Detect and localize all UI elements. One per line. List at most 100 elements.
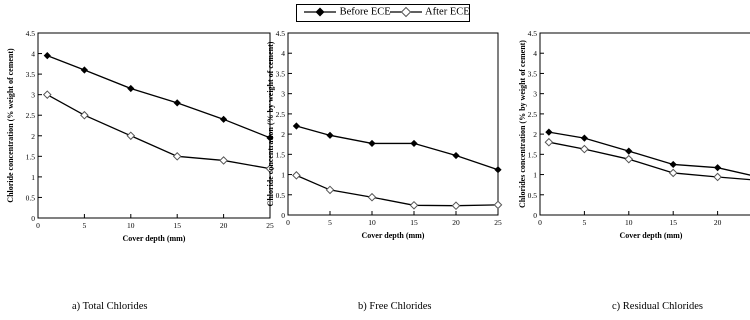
- data-point-after: [265, 164, 275, 173]
- x-tick-label: 10: [127, 221, 135, 230]
- y-tick-label: 2.5: [276, 110, 286, 119]
- data-point-before: [292, 122, 300, 130]
- x-axis-label: Cover depth (mm): [362, 231, 425, 240]
- data-point-after: [493, 200, 503, 210]
- data-point-before: [266, 134, 274, 142]
- y-tick-label: 1.5: [528, 150, 538, 159]
- plot-frame: [37, 32, 271, 219]
- y-tick-label: 2.5: [528, 110, 538, 119]
- data-point-before: [545, 128, 553, 136]
- y-tick-label: 3: [31, 91, 35, 100]
- filled-diamond-icon: [304, 7, 336, 17]
- y-tick-label: 1: [281, 171, 285, 180]
- x-tick-label: 0: [36, 221, 40, 230]
- y-tick-label: 1: [533, 171, 537, 180]
- data-point-before: [452, 151, 460, 160]
- y-tick-label: 4.5: [528, 29, 538, 38]
- y-tick-label: 0.5: [26, 193, 36, 202]
- data-point-after: [292, 171, 301, 180]
- series-line-before: [296, 125, 499, 171]
- y-tick-label: 0: [533, 211, 537, 220]
- y-tick-label: 2: [533, 130, 537, 139]
- x-tick-label: 5: [83, 221, 87, 230]
- legend-item-before: Before ECE: [303, 6, 391, 18]
- data-point-before: [714, 164, 722, 172]
- data-point-after: [544, 137, 554, 147]
- data-point-before: [326, 131, 334, 139]
- data-point-before: [220, 115, 228, 123]
- legend-label-after: After ECE: [425, 6, 470, 18]
- caption-free-chlorides: b) Free Chlorides: [358, 301, 432, 312]
- x-tick-label: 5: [583, 218, 587, 227]
- data-point-after: [42, 90, 52, 99]
- y-tick-label: 3.5: [276, 69, 286, 78]
- data-point-before: [80, 66, 88, 74]
- data-point-after: [409, 200, 419, 210]
- series-line-after: [296, 174, 499, 207]
- plot-frame: [287, 32, 499, 216]
- x-tick-label: 15: [410, 218, 418, 227]
- series-line-before: [47, 55, 271, 139]
- data-point-after: [219, 156, 228, 165]
- y-axis-label: Chloride concentration (% by weight of c…: [266, 41, 275, 206]
- data-point-after: [624, 154, 634, 164]
- y-tick-label: 1.5: [26, 152, 36, 161]
- x-tick-label: 20: [714, 218, 722, 227]
- data-point-before: [494, 166, 502, 174]
- y-tick-label: 0.5: [276, 191, 286, 200]
- x-tick-label: 10: [368, 218, 376, 227]
- y-tick-label: 4: [533, 49, 537, 58]
- x-tick-label: 0: [538, 218, 542, 227]
- y-tick-label: 3.5: [26, 70, 36, 79]
- chart-total: 0 0.5 1 1.5 2 2.5 3 3.5 4 4.5 0 5 10 15 20 25 Cover dept…: [6, 29, 275, 243]
- x-tick-label: 0: [286, 218, 290, 227]
- series-line-before: [548, 131, 750, 176]
- hollow-diamond-icon: [390, 6, 422, 18]
- y-tick-label: 2.5: [26, 111, 36, 120]
- y-tick-label: 0: [31, 214, 35, 223]
- plot-frame: [539, 32, 750, 216]
- series-line-after: [46, 94, 271, 170]
- data-point-after: [80, 110, 89, 120]
- data-point-before: [669, 160, 677, 169]
- y-tick-label: 2: [31, 132, 35, 141]
- y-tick-label: 0: [281, 211, 285, 220]
- series-line-after: [548, 141, 750, 181]
- y-axis-label: Chloride concentration (% weight of ceme…: [6, 48, 15, 203]
- data-point-before: [43, 52, 51, 60]
- y-tick-label: 3: [533, 90, 537, 99]
- y-tick-label: 3: [281, 90, 285, 99]
- y-tick-label: 0.5: [528, 191, 538, 200]
- y-tick-label: 4: [281, 49, 285, 58]
- x-tick-label: 10: [625, 218, 633, 227]
- y-tick-label: 4.5: [26, 29, 36, 38]
- x-axis-label: Cover depth (mm): [123, 234, 186, 243]
- data-point-before: [580, 134, 588, 142]
- y-tick-label: 2: [281, 130, 285, 139]
- x-tick-label: 20: [452, 218, 460, 227]
- data-point-after: [451, 201, 461, 211]
- y-tick-label: 1.5: [276, 150, 286, 159]
- x-tick-label: 15: [173, 221, 181, 230]
- y-tick-label: 1: [31, 173, 35, 182]
- legend-item-after: After ECE: [389, 6, 470, 18]
- y-tick-label: 4: [31, 50, 35, 59]
- data-point-after: [367, 192, 377, 202]
- y-tick-label: 3.5: [528, 69, 538, 78]
- data-point-after: [126, 131, 136, 141]
- data-point-before: [173, 99, 181, 107]
- x-tick-label: 25: [266, 221, 274, 230]
- data-point-before: [625, 147, 633, 155]
- data-point-after: [668, 168, 678, 178]
- data-point-before: [368, 139, 376, 148]
- data-point-before: [127, 84, 135, 93]
- caption-residual-chlorides: c) Residual Chlorides: [612, 301, 703, 312]
- x-axis-label: Cover depth (mm): [620, 231, 683, 240]
- x-tick-label: 20: [220, 221, 228, 230]
- caption-total-chlorides: a) Total Chlorides: [72, 301, 148, 312]
- legend-label-before: Before ECE: [339, 6, 391, 18]
- data-point-after: [325, 185, 335, 195]
- data-point-after: [713, 172, 722, 182]
